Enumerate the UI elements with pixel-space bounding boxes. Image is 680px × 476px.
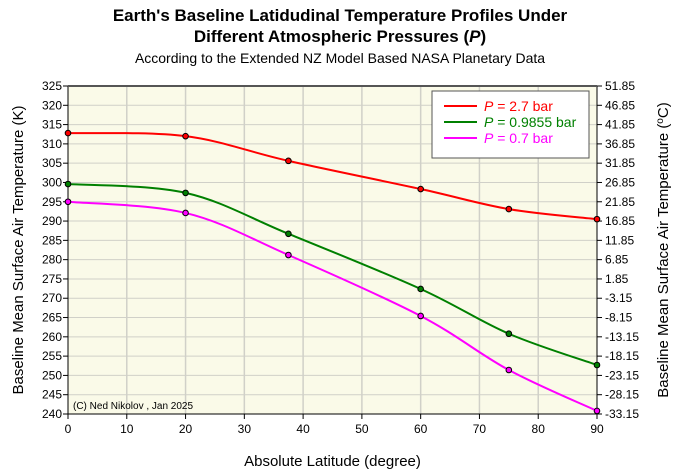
y-tick-label: 285 bbox=[42, 233, 62, 247]
data-point bbox=[593, 361, 601, 369]
x-axis-label: Absolute Latitude (degree) bbox=[244, 453, 421, 470]
data-point bbox=[505, 366, 513, 374]
title-suffix: ) bbox=[480, 27, 487, 46]
y-tick-label: 275 bbox=[42, 272, 62, 286]
data-point bbox=[593, 407, 601, 415]
x-tick-label: 60 bbox=[414, 422, 428, 436]
y2-tick-label: -33.15 bbox=[605, 407, 639, 421]
x-tick-label: 80 bbox=[532, 422, 546, 436]
data-point bbox=[182, 132, 189, 140]
y2-tick-label: -13.15 bbox=[605, 330, 639, 344]
data-point bbox=[417, 285, 424, 293]
y-tick-label: 320 bbox=[42, 98, 62, 112]
data-point bbox=[285, 230, 292, 238]
y-tick-label: 255 bbox=[42, 349, 62, 363]
legend-label: P = 0.9855 bar bbox=[484, 114, 577, 130]
series-line-1 bbox=[67, 183, 598, 366]
data-point bbox=[505, 205, 513, 213]
y-tick-label: 265 bbox=[42, 311, 62, 325]
data-point bbox=[64, 129, 72, 137]
y-tick-label: 240 bbox=[42, 407, 62, 421]
y-tick-label: 325 bbox=[42, 79, 62, 93]
data-point bbox=[182, 189, 189, 197]
x-tick-label: 40 bbox=[296, 422, 310, 436]
y-axis-label: Baseline Mean Surface Air Temperature (K… bbox=[10, 105, 27, 394]
y-tick-label: 310 bbox=[42, 137, 62, 151]
data-point bbox=[285, 157, 292, 165]
y2-tick-label: 36.85 bbox=[605, 137, 635, 151]
y2-tick-label: 26.85 bbox=[605, 175, 635, 189]
x-tick-label: 50 bbox=[355, 422, 369, 436]
chart-title: Earth's Baseline Latidudinal Temperature… bbox=[112, 6, 568, 25]
y-tick-label: 245 bbox=[42, 388, 62, 402]
y-tick-label: 280 bbox=[42, 253, 62, 267]
y2-tick-label: 46.85 bbox=[605, 98, 635, 112]
data-point bbox=[593, 215, 601, 223]
y-tick-label: 295 bbox=[42, 195, 62, 209]
x-tick-label: 70 bbox=[473, 422, 487, 436]
data-point bbox=[505, 330, 513, 338]
y-tick-label: 305 bbox=[42, 156, 62, 170]
y2-tick-label: 31.85 bbox=[605, 156, 635, 170]
y-tick-label: 290 bbox=[42, 214, 62, 228]
y2-tick-label: 1.85 bbox=[605, 272, 629, 286]
x-tick-label: 90 bbox=[590, 422, 604, 436]
y-tick-label: 270 bbox=[42, 291, 62, 305]
x-tick-label: 10 bbox=[120, 422, 134, 436]
legend-label: P = 2.7 bar bbox=[484, 98, 553, 114]
data-point bbox=[285, 251, 292, 259]
y2-tick-label: -8.15 bbox=[605, 311, 633, 325]
y2-tick-label: -28.15 bbox=[605, 388, 639, 402]
y2-tick-label: 21.85 bbox=[605, 195, 635, 209]
y2-tick-label: 11.85 bbox=[605, 233, 634, 247]
y2-tick-label: -3.15 bbox=[605, 291, 633, 305]
legend bbox=[431, 90, 590, 159]
title-var: P bbox=[469, 27, 481, 46]
legend-label: P = 0.7 bar bbox=[484, 130, 553, 146]
data-point bbox=[182, 209, 189, 217]
y2-tick-label: -18.15 bbox=[605, 349, 639, 363]
x-tick-label: 20 bbox=[179, 422, 193, 436]
x-tick-label: 0 bbox=[65, 422, 72, 436]
chart-subtitle: According to the Extended NZ Model Based… bbox=[134, 50, 546, 66]
y-tick-label: 250 bbox=[42, 368, 62, 382]
y2-tick-label: 41.85 bbox=[605, 118, 635, 132]
x-tick-label: 30 bbox=[238, 422, 252, 436]
y2-tick-label: 51.85 bbox=[605, 79, 635, 93]
data-point bbox=[64, 180, 72, 188]
data-point bbox=[417, 312, 424, 320]
y2-tick-label: 6.85 bbox=[605, 253, 629, 267]
y-tick-label: 260 bbox=[42, 330, 62, 344]
copyright-annotation: (C) Ned Nikolov , Jan 2025 bbox=[73, 401, 193, 412]
y2-tick-label: 16.85 bbox=[605, 214, 635, 228]
data-point bbox=[64, 198, 72, 206]
y-tick-label: 300 bbox=[42, 175, 62, 189]
y2-tick-label: -23.15 bbox=[605, 368, 639, 382]
y-tick-label: 315 bbox=[42, 118, 62, 132]
y2-axis-label: Baseline Mean Surface Air Temperature (o… bbox=[655, 102, 673, 397]
data-point bbox=[417, 185, 424, 193]
title-text: Different Atmospheric Pressures ( bbox=[193, 27, 470, 46]
chart-title-line2: Different Atmospheric Pressures (P) bbox=[0, 27, 680, 47]
